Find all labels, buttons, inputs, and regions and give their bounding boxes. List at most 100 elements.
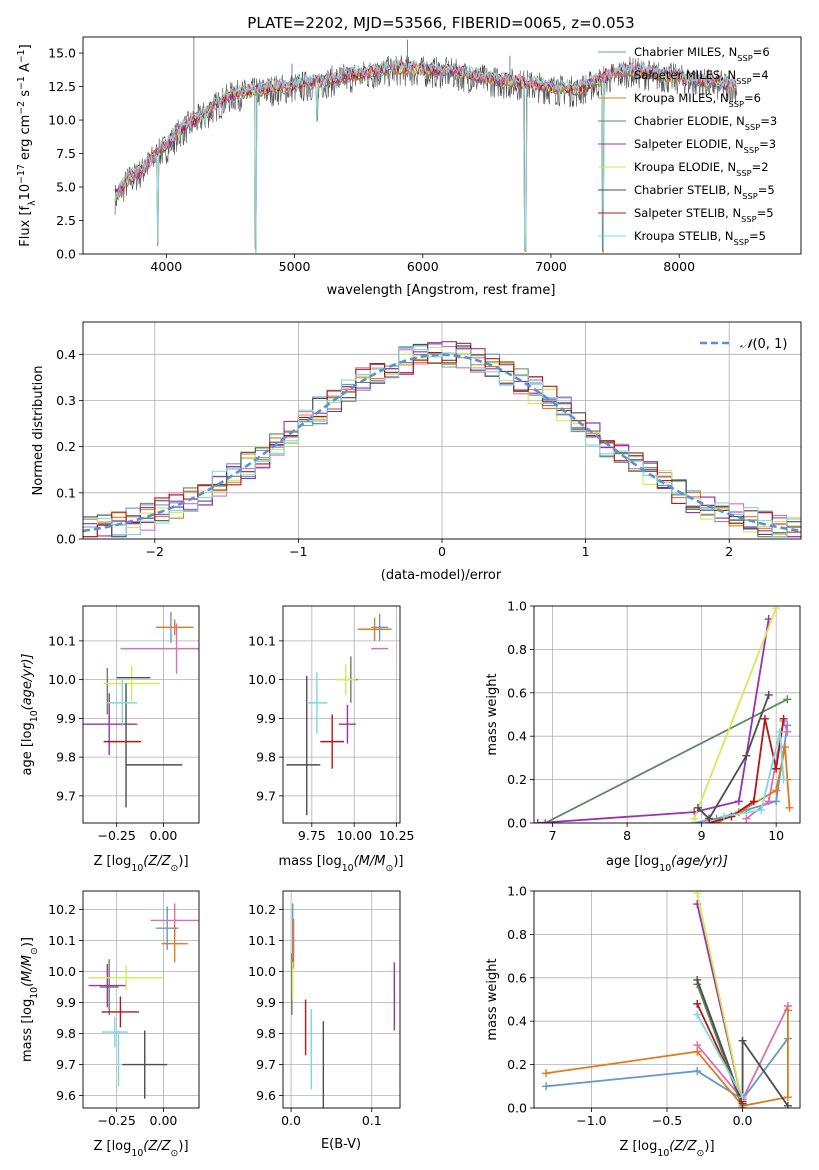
x-tick-label: 0.00 <box>150 828 178 843</box>
plot-area <box>283 891 400 1108</box>
y-tick-label: 0.2 <box>507 1057 527 1072</box>
y-tick-label: 0.0 <box>507 1101 527 1116</box>
y-tick-label: 0.4 <box>56 347 76 362</box>
series-marker <box>693 975 702 984</box>
x-tick-label: −1.0 <box>576 1113 606 1128</box>
y-tick-label: 9.8 <box>56 750 76 765</box>
x-axis-label: (data-model)/error <box>381 568 502 583</box>
series-marker <box>693 1047 702 1056</box>
y-tick-label: 0.0 <box>56 247 76 262</box>
series-marker <box>783 1006 792 1015</box>
legend-entry: Kroupa ELODIE, NSSP=2 <box>634 160 769 178</box>
series-line <box>546 1038 789 1101</box>
series-marker <box>772 606 781 613</box>
y-tick-label: 10.1 <box>48 633 76 648</box>
x-tick-label: 7000 <box>535 259 567 274</box>
legend-entry: Kroupa MILES, NSSP=6 <box>634 91 761 109</box>
series-marker <box>757 805 766 814</box>
y-tick-label: 9.7 <box>56 1057 76 1072</box>
series-marker <box>705 819 714 823</box>
x-tick-label: 0.0 <box>733 1113 753 1128</box>
series-line <box>708 718 785 823</box>
axes-frame <box>82 36 802 255</box>
y-tick-label: 9.9 <box>256 711 276 726</box>
y-tick-label: 10.1 <box>48 933 76 948</box>
series-marker <box>783 1093 792 1102</box>
x-tick-label: 0.1 <box>362 1113 382 1128</box>
legend-entry: Chabrier MILES, NSSP=6 <box>634 45 770 63</box>
panel-mass_vs_EBV: 0.0 0.1 9.6 9.7 9.8 9.9 10.0 10.1 10.2 E(B-V) <box>248 890 401 1152</box>
x-axis-label: Z [log10(Z/Z⊙)] <box>93 854 188 874</box>
series-marker <box>693 891 702 898</box>
y-tick-label: 0.8 <box>507 927 527 942</box>
axes-frame <box>82 890 200 1109</box>
plot-area <box>283 606 400 823</box>
series-marker <box>542 1069 551 1078</box>
series-line <box>696 979 789 1107</box>
panel-massweight_vs_age: 7 8 9 10 0.0 0.2 0.4 0.6 0.8 1.0 age [log10(age/yr… <box>485 599 801 874</box>
series-marker <box>693 1067 702 1076</box>
series-line <box>544 698 788 823</box>
y-tick-label: 10.1 <box>248 933 276 948</box>
spectrum-6 <box>114 55 737 253</box>
series-marker <box>690 814 699 823</box>
x-tick-label: 4000 <box>150 259 182 274</box>
histogram-8 <box>83 346 801 538</box>
y-tick-label: 5.0 <box>56 180 76 195</box>
panel-spectrum: 4000 5000 6000 7000 8000 0.0 2.5 5.0 7.5 10.0 12.5… <box>16 36 802 298</box>
y-tick-label: 10.2 <box>48 902 76 917</box>
series-line <box>723 731 785 818</box>
y-tick-label: 0.1 <box>56 485 76 500</box>
y-tick-label: 10.2 <box>248 902 276 917</box>
y-tick-label: 0.8 <box>507 642 527 657</box>
series-marker <box>772 786 781 795</box>
x-axis-label: Z [log10(Z/Z⊙)] <box>93 1139 188 1159</box>
y-axis-label: Normed distribution <box>31 366 46 496</box>
y-tick-label: 0.3 <box>56 393 76 408</box>
y-tick-label: 0.6 <box>507 685 527 700</box>
y-tick-label: 0.4 <box>507 1014 527 1029</box>
y-tick-label: 9.9 <box>56 711 76 726</box>
y-tick-label: 9.8 <box>56 1026 76 1041</box>
axes-frame <box>82 605 200 824</box>
series-marker <box>779 714 788 723</box>
series-marker <box>541 819 550 823</box>
series-marker <box>738 1093 747 1102</box>
y-tick-label: 9.8 <box>256 750 276 765</box>
series-marker <box>738 1036 747 1045</box>
y-tick-label: 0.0 <box>507 816 527 831</box>
y-tick-label: 10.0 <box>248 964 276 979</box>
series-line <box>696 1014 744 1098</box>
series-marker <box>760 714 769 723</box>
x-tick-label: 0.0 <box>281 1113 301 1128</box>
y-tick-label: 2.5 <box>56 213 76 228</box>
x-tick-label: −2 <box>146 544 164 559</box>
y-axis-label: mass weight <box>485 673 500 755</box>
series-marker <box>764 690 773 699</box>
panel-mass_vs_Z: −0.25 0.00 9.6 9.7 9.8 9.9 10.0 10.1 10.2 Z [log1… <box>20 890 200 1159</box>
y-tick-label: 15.0 <box>48 46 76 61</box>
y-tick-label: 9.7 <box>56 788 76 803</box>
y-tick-label: 10.0 <box>48 113 76 128</box>
series-marker <box>783 695 792 704</box>
plot-area <box>83 891 199 1108</box>
x-axis-label: wavelength [Angstrom, rest frame] <box>327 283 556 298</box>
x-tick-label: −0.25 <box>98 828 136 843</box>
series-marker <box>779 775 788 784</box>
histogram-7 <box>83 345 801 538</box>
x-tick-label: 9.75 <box>298 828 326 843</box>
y-axis-label: mass [log10(M/M⊙)] <box>20 937 40 1062</box>
y-tick-label: 10.1 <box>248 633 276 648</box>
y-tick-label: 1.0 <box>507 884 527 899</box>
axes-frame <box>282 605 401 824</box>
legend-entry: Salpeter ELODIE, NSSP=3 <box>634 137 776 155</box>
plot-area <box>114 37 737 254</box>
series-marker <box>693 803 702 812</box>
legend-entry: Chabrier STELIB, NSSP=5 <box>634 183 775 201</box>
legend-entry: Kroupa STELIB, NSSP=5 <box>634 229 766 247</box>
x-tick-label: 5000 <box>279 259 311 274</box>
series-marker <box>693 1010 702 1019</box>
series-marker <box>749 797 758 806</box>
y-tick-label: 9.9 <box>56 995 76 1010</box>
